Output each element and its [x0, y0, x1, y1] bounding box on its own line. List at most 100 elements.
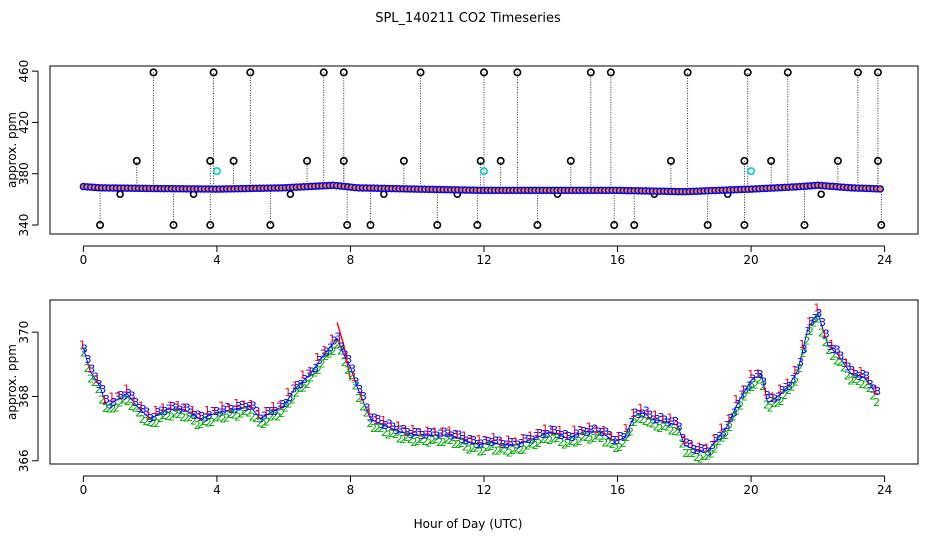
bottom-series-marker-3: 3 — [702, 443, 709, 456]
bottom-series-marker-2: 2 — [554, 432, 561, 445]
bottom-series-marker-1: 1 — [343, 352, 350, 365]
spike-mid-point — [767, 156, 776, 165]
bottom-series-marker-2: 2 — [465, 444, 472, 457]
bottom-series-marker-2: 2 — [491, 444, 498, 457]
bottom-series-marker-3: 3 — [455, 429, 462, 442]
bottom-series-marker-2: 2 — [153, 417, 160, 430]
bottom-series-marker-3: 3 — [823, 328, 830, 341]
top-x-tick-label: 24 — [877, 253, 892, 267]
bottom-series-marker-1: 1 — [329, 332, 336, 345]
panel-top: 0 4 8 12 16 20 24 340 380 420 460 approx. ppm — [5, 60, 919, 267]
spike-low-point — [877, 221, 886, 230]
bottom-series-marker-1: 1 — [843, 356, 850, 369]
bottom-series-marker-2: 2 — [432, 433, 439, 446]
bottom-series-marker-3: 3 — [312, 362, 319, 375]
bottom-series-marker-1: 1 — [182, 402, 189, 415]
bottom-series-marker-3: 3 — [760, 375, 767, 388]
bottom-series-marker-1: 1 — [571, 423, 578, 436]
spike-low-point — [266, 221, 275, 230]
bottom-series-marker-1: 1 — [439, 425, 446, 438]
bottom-series-marker-3: 3 — [338, 341, 345, 354]
spike-low-point — [343, 221, 352, 230]
bottom-series-marker-3: 3 — [231, 403, 238, 416]
bottom-series-marker-2: 2 — [355, 392, 362, 405]
bottom-series-marker-3: 3 — [533, 430, 540, 443]
bottom-series-marker-3: 3 — [382, 419, 389, 432]
bottom-series-marker-3: 3 — [591, 423, 598, 436]
bottom-series-marker-3: 3 — [386, 418, 393, 431]
bottom-series-marker-2: 2 — [605, 437, 612, 450]
bottom-series-marker-3: 3 — [610, 434, 617, 447]
bottom-series-marker-3: 3 — [422, 429, 429, 442]
bottom-series-marker-2: 2 — [337, 345, 344, 358]
bottom-series-marker-2: 2 — [521, 444, 528, 457]
bottom-series-marker-1: 1 — [292, 379, 299, 392]
bottom-series-marker-3: 3 — [158, 404, 165, 417]
bottom-series-marker-2: 2 — [862, 378, 869, 391]
bottom-series-marker-3: 3 — [863, 370, 870, 383]
top-y-tick-label: 460 — [17, 60, 31, 83]
bottom-series-marker-2: 2 — [789, 381, 796, 394]
bottom-series-marker-3: 3 — [599, 426, 606, 439]
bottom-series-marker-3: 3 — [85, 353, 92, 366]
bottom-series-marker-2: 2 — [550, 433, 557, 446]
bottom-series-marker-1: 1 — [233, 397, 240, 410]
bottom-series-marker-3: 3 — [551, 424, 558, 437]
bottom-series-marker-3: 3 — [169, 400, 176, 413]
bottom-series-marker-1: 1 — [828, 338, 835, 351]
bottom-series-marker-2: 2 — [98, 393, 105, 406]
bottom-series-marker-3: 3 — [735, 398, 742, 411]
bottom-series-marker-3: 3 — [683, 437, 690, 450]
bottom-series-marker-2: 2 — [543, 433, 550, 446]
bottom-series-marker-1: 1 — [549, 424, 556, 437]
bottom-series-marker-2: 2 — [638, 413, 645, 426]
bottom-series-marker-2: 2 — [598, 432, 605, 445]
bottom-series-marker-3: 3 — [474, 438, 481, 451]
bottom-series-marker-3: 3 — [558, 429, 565, 442]
bottom-series-marker-2: 2 — [590, 432, 597, 445]
bottom-series-marker-3: 3 — [522, 433, 529, 446]
bottom-series-marker-3: 3 — [118, 389, 125, 402]
bottom-series-marker-3: 3 — [276, 400, 283, 413]
bottom-series-marker-2: 2 — [583, 431, 590, 444]
bottom-series-marker-2: 2 — [609, 438, 616, 451]
x-axis-label: Hour of Day (UTC) — [414, 517, 523, 531]
bottom-series-marker-2: 2 — [216, 411, 223, 424]
bottom-series-marker-3: 3 — [500, 438, 507, 451]
bottom-series-marker-1: 1 — [417, 426, 424, 439]
top-x-tick-label: 12 — [476, 253, 491, 267]
bottom-series-marker-2: 2 — [855, 375, 862, 388]
bottom-series-marker-2: 2 — [117, 396, 124, 409]
bottom-series-marker-2: 2 — [712, 443, 719, 456]
minor-outlier-point — [817, 190, 825, 199]
minor-outlier-point — [286, 190, 295, 199]
bottom-series-marker-2: 2 — [396, 433, 403, 446]
bottom-series-marker-2: 2 — [539, 433, 546, 446]
bottom-series-marker-3: 3 — [202, 411, 209, 424]
spike-high-point — [209, 68, 218, 77]
bottom-series-marker-1: 1 — [520, 432, 527, 445]
bottom-series-marker-3: 3 — [859, 368, 866, 381]
bottom-series-marker-2: 2 — [399, 433, 406, 446]
spike-high-point — [873, 68, 882, 77]
bottom-series-marker-1: 1 — [747, 368, 754, 381]
bottom-series-marker-3: 3 — [283, 397, 290, 410]
bottom-series-marker-3: 3 — [136, 402, 143, 415]
bottom-series-marker-3: 3 — [837, 350, 844, 363]
bottom-series-marker-2: 2 — [748, 381, 755, 394]
bottom-series-marker-2: 2 — [157, 412, 164, 425]
bottom-series-marker-2: 2 — [190, 415, 197, 428]
bottom-series-marker-3: 3 — [694, 444, 701, 457]
bottom-series-marker-3: 3 — [459, 433, 466, 446]
bottom-series-marker-1: 1 — [696, 441, 703, 454]
bottom-series-marker-2: 2 — [631, 416, 638, 429]
bottom-series-marker-3: 3 — [375, 413, 382, 426]
bottom-series-marker-3: 3 — [613, 434, 620, 447]
bottom-series-marker-2: 2 — [146, 416, 153, 429]
bottom-series-marker-3: 3 — [151, 411, 158, 424]
spike-high-point — [246, 68, 255, 77]
spike-high-point — [319, 68, 328, 77]
bottom-series-marker-2: 2 — [535, 437, 542, 450]
bottom-series-marker-1: 1 — [160, 402, 167, 415]
bottom-series-marker-2: 2 — [807, 325, 814, 338]
